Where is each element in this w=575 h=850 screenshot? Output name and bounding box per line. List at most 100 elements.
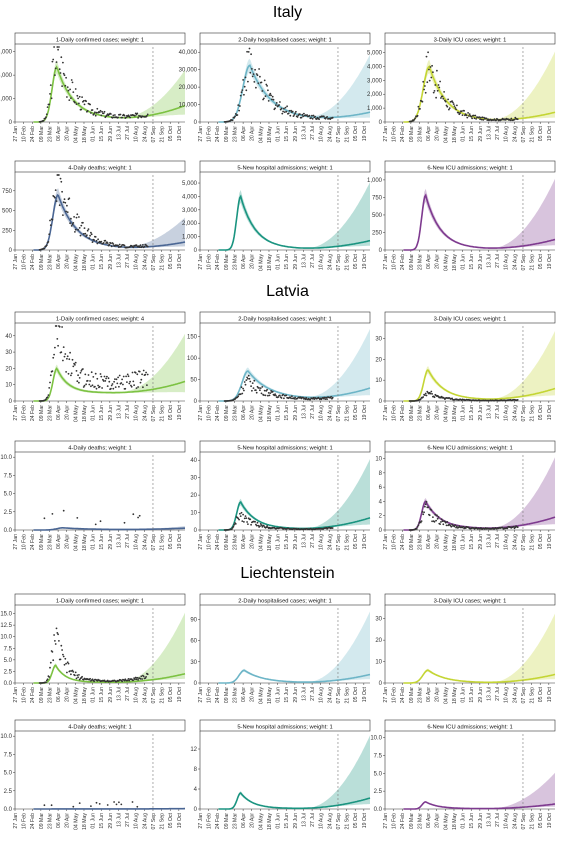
data-point — [249, 71, 252, 74]
x-tick-label: 24 Feb — [400, 126, 406, 142]
data-point — [423, 511, 425, 514]
data-point — [60, 56, 63, 59]
x-tick-label: 10 Feb — [22, 126, 28, 142]
data-point — [306, 114, 308, 116]
panel-title: 3-Daily ICU cases; weight: 1 — [434, 598, 507, 604]
observed-points — [38, 174, 149, 251]
x-tick-label: 21 Sep — [160, 813, 166, 830]
x-tick-label: 24 Feb — [215, 534, 221, 550]
x-tick-label: 10 Feb — [207, 687, 213, 703]
data-point — [438, 86, 441, 89]
x-tick-label: 07 Sep — [151, 254, 157, 271]
data-point — [93, 113, 95, 115]
data-point — [270, 94, 272, 97]
data-point — [516, 399, 519, 401]
y-tick-label: 2,000 — [182, 221, 198, 227]
x-tick-label: 09 Mar — [39, 405, 45, 421]
x-tick-label: 07 Sep — [336, 687, 342, 704]
data-point — [442, 523, 445, 526]
data-point — [54, 67, 57, 70]
x-tick-label: 18 May — [452, 126, 458, 143]
x-tick-label: 27 Jul — [125, 534, 131, 548]
x-tick-label: 05 Oct — [168, 812, 174, 828]
data-point — [304, 398, 307, 401]
x-tick-label: 19 Oct — [177, 253, 183, 269]
data-point — [68, 358, 71, 361]
data-point — [49, 374, 52, 377]
panel-liechtenstein-6: 6-New ICU admissions; weight: 1 0.0 2.5 5.0… — [370, 719, 556, 830]
x-tick-label: 21 Sep — [160, 405, 166, 422]
x-tick-label: 09 Mar — [224, 534, 230, 550]
x-tick-label: 18 May — [82, 687, 88, 704]
data-point — [61, 190, 63, 193]
x-tick-label: 19 Oct — [177, 404, 183, 420]
x-tick-label: 18 May — [452, 534, 458, 551]
data-point — [142, 244, 144, 246]
data-point — [54, 196, 56, 199]
y-tick-label: 5,000 — [367, 51, 383, 57]
data-point — [45, 116, 47, 118]
data-point — [470, 115, 473, 118]
data-point — [300, 116, 303, 119]
data-point — [81, 96, 83, 98]
panel-latvia-6: 6-New ICU admissions; weight: 1 0 2 4 6 8 10 27… — [375, 440, 556, 551]
data-point — [52, 659, 55, 662]
data-point — [432, 71, 434, 74]
x-tick-label: 01 Jun — [91, 687, 97, 703]
data-point — [259, 75, 261, 78]
data-point — [138, 514, 141, 517]
x-tick-label: 15 Jun — [99, 126, 105, 142]
data-point — [315, 118, 318, 120]
y-tick-label: 1,000 — [367, 178, 383, 184]
data-point — [94, 372, 97, 375]
x-tick-label: 07 Sep — [151, 687, 157, 704]
data-point — [459, 112, 461, 114]
data-point — [433, 396, 436, 399]
data-point — [416, 114, 419, 117]
observed-points — [43, 801, 139, 808]
x-tick-label: 13 Jul — [116, 126, 122, 140]
panel-italy-1: 1-Daily confirmed cases; weight: 1 0 2,000… — [0, 32, 186, 143]
x-tick-label: 09 Mar — [39, 534, 45, 550]
x-tick-label: 27 Jul — [310, 254, 316, 268]
x-tick-label: 29 Jun — [108, 687, 114, 703]
y-tick-label: 20 — [5, 366, 12, 372]
data-point — [294, 112, 296, 115]
data-point — [86, 229, 89, 232]
data-point — [417, 105, 420, 108]
x-tick-label: 23 Mar — [47, 687, 53, 703]
data-point — [241, 89, 244, 91]
data-point — [56, 632, 59, 634]
country-title-italy: Italy — [272, 4, 303, 21]
data-point — [134, 678, 136, 681]
x-tick-label: 27 Jan — [198, 126, 204, 142]
x-tick-label: 21 Sep — [530, 687, 536, 704]
x-tick-label: 18 May — [267, 405, 273, 422]
data-point — [49, 219, 51, 222]
x-tick-label: 01 Jun — [461, 534, 467, 550]
data-point — [441, 520, 444, 523]
data-point — [263, 394, 265, 396]
data-point — [414, 117, 417, 119]
data-point — [441, 95, 444, 98]
data-point — [63, 355, 66, 358]
x-tick-label: 01 Jun — [276, 687, 282, 703]
data-point — [248, 47, 251, 50]
data-point — [314, 115, 316, 118]
data-point — [246, 376, 248, 379]
data-point — [232, 525, 235, 528]
data-point — [57, 48, 59, 51]
x-tick-label: 01 Jun — [461, 687, 467, 703]
data-point — [89, 234, 91, 237]
data-point — [428, 514, 431, 517]
y-tick-label: 2,000 — [0, 97, 13, 103]
data-point — [45, 398, 47, 400]
x-tick-label: 24 Feb — [30, 813, 36, 829]
data-point — [437, 516, 440, 518]
data-point — [60, 180, 63, 183]
data-point — [55, 325, 58, 327]
data-point — [54, 643, 57, 645]
x-tick-label: 10 Aug — [319, 687, 325, 703]
x-tick-label: 24 Aug — [512, 254, 518, 270]
y-tick-label: 0 — [194, 399, 198, 405]
